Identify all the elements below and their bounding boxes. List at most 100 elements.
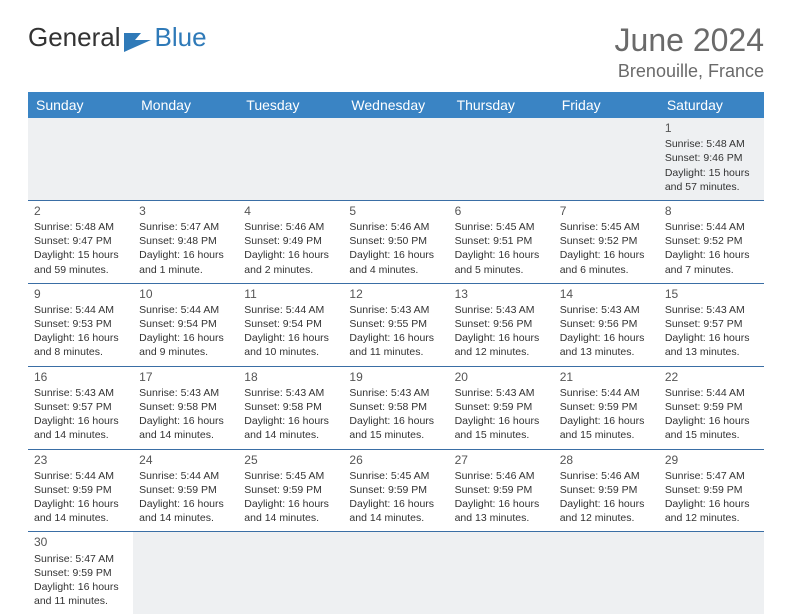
calendar-row: 9Sunrise: 5:44 AMSunset: 9:53 PMDaylight… [28, 283, 764, 366]
sunset-text: Sunset: 9:59 PM [560, 400, 653, 414]
day-number: 26 [349, 452, 442, 468]
calendar-cell: 1Sunrise: 5:48 AMSunset: 9:46 PMDaylight… [659, 118, 764, 200]
sunset-text: Sunset: 9:59 PM [139, 483, 232, 497]
sunset-text: Sunset: 9:48 PM [139, 234, 232, 248]
daylight-text: Daylight: 16 hours and 13 minutes. [560, 331, 653, 359]
calendar-cell: 28Sunrise: 5:46 AMSunset: 9:59 PMDayligh… [554, 449, 659, 532]
sunset-text: Sunset: 9:52 PM [665, 234, 758, 248]
daylight-text: Daylight: 16 hours and 7 minutes. [665, 248, 758, 276]
sunset-text: Sunset: 9:54 PM [244, 317, 337, 331]
calendar-row: 2Sunrise: 5:48 AMSunset: 9:47 PMDaylight… [28, 200, 764, 283]
daylight-text: Daylight: 16 hours and 14 minutes. [244, 414, 337, 442]
calendar-cell: 25Sunrise: 5:45 AMSunset: 9:59 PMDayligh… [238, 449, 343, 532]
day-number: 16 [34, 369, 127, 385]
day-number: 7 [560, 203, 653, 219]
daylight-text: Daylight: 16 hours and 12 minutes. [560, 497, 653, 525]
daylight-text: Daylight: 16 hours and 15 minutes. [560, 414, 653, 442]
calendar-cell: 11Sunrise: 5:44 AMSunset: 9:54 PMDayligh… [238, 283, 343, 366]
month-title: June 2024 [615, 22, 764, 59]
sunset-text: Sunset: 9:59 PM [34, 566, 127, 580]
sunset-text: Sunset: 9:59 PM [34, 483, 127, 497]
daylight-text: Daylight: 16 hours and 12 minutes. [665, 497, 758, 525]
daylight-text: Daylight: 16 hours and 10 minutes. [244, 331, 337, 359]
sunset-text: Sunset: 9:52 PM [560, 234, 653, 248]
sunrise-text: Sunrise: 5:44 AM [139, 469, 232, 483]
sunrise-text: Sunrise: 5:43 AM [665, 303, 758, 317]
day-number: 22 [665, 369, 758, 385]
sunrise-text: Sunrise: 5:47 AM [665, 469, 758, 483]
sunrise-text: Sunrise: 5:46 AM [455, 469, 548, 483]
day-number: 19 [349, 369, 442, 385]
calendar-cell: 29Sunrise: 5:47 AMSunset: 9:59 PMDayligh… [659, 449, 764, 532]
calendar-row: 1Sunrise: 5:48 AMSunset: 9:46 PMDaylight… [28, 118, 764, 200]
sunrise-text: Sunrise: 5:44 AM [244, 303, 337, 317]
calendar-cell: 30Sunrise: 5:47 AMSunset: 9:59 PMDayligh… [28, 532, 133, 614]
sunset-text: Sunset: 9:49 PM [244, 234, 337, 248]
sunrise-text: Sunrise: 5:45 AM [560, 220, 653, 234]
calendar-cell: 8Sunrise: 5:44 AMSunset: 9:52 PMDaylight… [659, 200, 764, 283]
brand-part1: General [28, 22, 121, 53]
day-number: 5 [349, 203, 442, 219]
day-number: 1 [665, 120, 758, 136]
sunrise-text: Sunrise: 5:43 AM [139, 386, 232, 400]
calendar-cell [449, 118, 554, 200]
sunrise-text: Sunrise: 5:48 AM [34, 220, 127, 234]
location-subtitle: Brenouille, France [615, 61, 764, 82]
sunrise-text: Sunrise: 5:43 AM [349, 386, 442, 400]
daylight-text: Daylight: 15 hours and 59 minutes. [34, 248, 127, 276]
daylight-text: Daylight: 16 hours and 6 minutes. [560, 248, 653, 276]
day-number: 11 [244, 286, 337, 302]
sunset-text: Sunset: 9:47 PM [34, 234, 127, 248]
calendar-cell: 22Sunrise: 5:44 AMSunset: 9:59 PMDayligh… [659, 366, 764, 449]
dayname: Wednesday [343, 92, 448, 118]
day-number: 13 [455, 286, 548, 302]
daylight-text: Daylight: 16 hours and 13 minutes. [665, 331, 758, 359]
sunrise-text: Sunrise: 5:43 AM [349, 303, 442, 317]
sunset-text: Sunset: 9:54 PM [139, 317, 232, 331]
day-number: 30 [34, 534, 127, 550]
dayname: Friday [554, 92, 659, 118]
calendar-cell: 19Sunrise: 5:43 AMSunset: 9:58 PMDayligh… [343, 366, 448, 449]
daylight-text: Daylight: 16 hours and 9 minutes. [139, 331, 232, 359]
calendar-cell: 26Sunrise: 5:45 AMSunset: 9:59 PMDayligh… [343, 449, 448, 532]
daylight-text: Daylight: 16 hours and 15 minutes. [665, 414, 758, 442]
daylight-text: Daylight: 16 hours and 1 minute. [139, 248, 232, 276]
calendar-cell: 18Sunrise: 5:43 AMSunset: 9:58 PMDayligh… [238, 366, 343, 449]
calendar-head: Sunday Monday Tuesday Wednesday Thursday… [28, 92, 764, 118]
sunset-text: Sunset: 9:53 PM [34, 317, 127, 331]
sunrise-text: Sunrise: 5:48 AM [665, 137, 758, 151]
sunrise-text: Sunrise: 5:43 AM [34, 386, 127, 400]
brand-logo: General Blue [28, 22, 207, 53]
calendar-cell [554, 118, 659, 200]
dayname: Monday [133, 92, 238, 118]
sunset-text: Sunset: 9:59 PM [244, 483, 337, 497]
daylight-text: Daylight: 16 hours and 12 minutes. [455, 331, 548, 359]
day-number: 17 [139, 369, 232, 385]
sunrise-text: Sunrise: 5:43 AM [455, 386, 548, 400]
calendar-cell: 10Sunrise: 5:44 AMSunset: 9:54 PMDayligh… [133, 283, 238, 366]
calendar-cell: 4Sunrise: 5:46 AMSunset: 9:49 PMDaylight… [238, 200, 343, 283]
sunset-text: Sunset: 9:58 PM [139, 400, 232, 414]
day-number: 8 [665, 203, 758, 219]
calendar-cell [238, 532, 343, 614]
calendar-row: 30Sunrise: 5:47 AMSunset: 9:59 PMDayligh… [28, 532, 764, 614]
daylight-text: Daylight: 16 hours and 11 minutes. [34, 580, 127, 608]
calendar-cell: 7Sunrise: 5:45 AMSunset: 9:52 PMDaylight… [554, 200, 659, 283]
day-number: 24 [139, 452, 232, 468]
day-number: 2 [34, 203, 127, 219]
sunrise-text: Sunrise: 5:43 AM [455, 303, 548, 317]
sunrise-text: Sunrise: 5:44 AM [34, 303, 127, 317]
day-number: 25 [244, 452, 337, 468]
dayname: Tuesday [238, 92, 343, 118]
day-number: 12 [349, 286, 442, 302]
page: General Blue June 2024 Brenouille, Franc… [0, 0, 792, 612]
sunset-text: Sunset: 9:59 PM [665, 400, 758, 414]
day-number: 18 [244, 369, 337, 385]
calendar-row: 16Sunrise: 5:43 AMSunset: 9:57 PMDayligh… [28, 366, 764, 449]
calendar-cell: 24Sunrise: 5:44 AMSunset: 9:59 PMDayligh… [133, 449, 238, 532]
day-number: 4 [244, 203, 337, 219]
sunset-text: Sunset: 9:50 PM [349, 234, 442, 248]
sunrise-text: Sunrise: 5:45 AM [244, 469, 337, 483]
daylight-text: Daylight: 16 hours and 14 minutes. [244, 497, 337, 525]
day-number: 27 [455, 452, 548, 468]
